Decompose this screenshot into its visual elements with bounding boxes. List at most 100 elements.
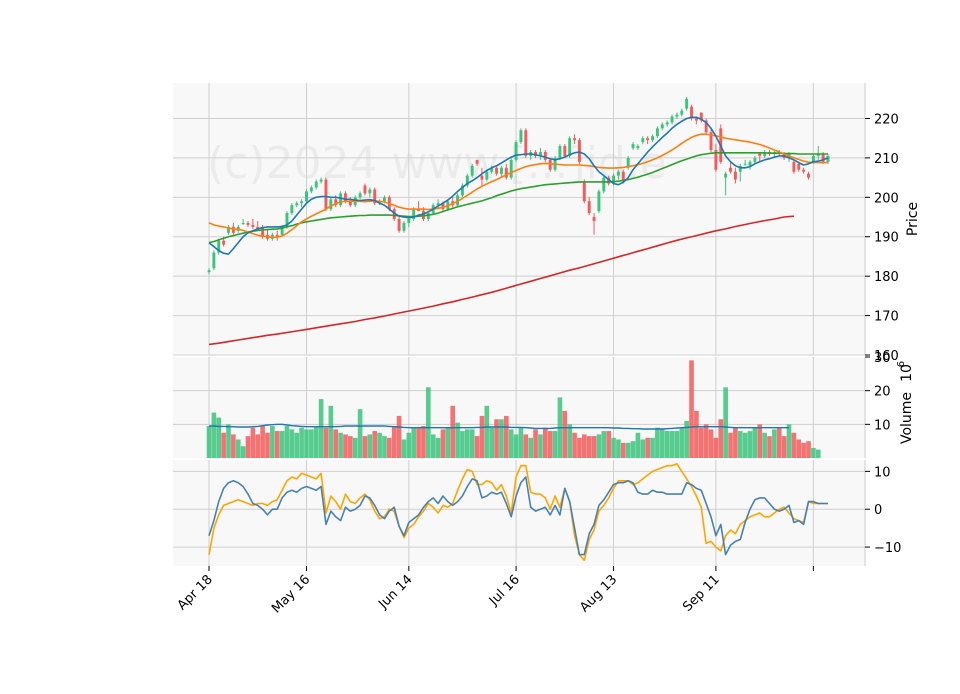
candle-body [251, 224, 255, 227]
volume-bar [772, 429, 777, 458]
volume-bar [211, 412, 217, 458]
candle-body [275, 234, 279, 237]
candle-body [699, 112, 703, 121]
candle-body [753, 157, 757, 162]
candle-body [358, 193, 362, 198]
volume-bar [469, 429, 475, 458]
x-tick-label: Jun 14 [375, 572, 415, 612]
volume-bar [235, 439, 241, 458]
candle-body [670, 116, 674, 123]
chart-marks [206, 96, 830, 562]
candle-body [490, 167, 494, 172]
candle-body [563, 146, 567, 156]
volume-bar [528, 437, 534, 458]
candle-body [621, 171, 625, 182]
candle-body [665, 122, 669, 125]
volume-bar [465, 429, 470, 458]
volume-tick-label: 30 [874, 351, 891, 366]
candle-body [758, 151, 762, 156]
candle-body [305, 191, 308, 202]
candle-body [402, 222, 406, 231]
candle-body [709, 132, 713, 151]
volume-bar [679, 427, 685, 458]
volume-bar [815, 449, 821, 458]
candle-body [509, 159, 513, 178]
candle-body [222, 240, 226, 245]
candle-body [582, 181, 586, 202]
oscillator-panel-bg [173, 460, 865, 566]
candle-body [602, 177, 606, 192]
volume-bar [713, 437, 719, 458]
volume-bar [309, 429, 314, 458]
volume-bar [752, 427, 758, 458]
volume-bar [513, 434, 519, 458]
candle-body [470, 165, 474, 176]
volume-bar [742, 432, 748, 458]
x-tick-label: Apr 18 [175, 572, 216, 613]
candle-body [612, 175, 616, 184]
volume-bar [586, 436, 592, 458]
candle-body [480, 175, 484, 180]
volume-bar [640, 439, 646, 458]
candle-body [704, 120, 708, 133]
volume-bar [387, 437, 392, 458]
volume-bar [440, 429, 446, 458]
candle-body [631, 144, 635, 149]
volume-bar [645, 437, 650, 458]
candle-body [660, 124, 664, 129]
volume-bar [684, 420, 689, 458]
candle-body [690, 106, 693, 119]
candle-body [227, 226, 230, 233]
volume-bar [260, 426, 265, 458]
volume-tick-label: 10 [874, 418, 891, 433]
candle-body [587, 201, 591, 214]
candle-body [256, 226, 260, 229]
candle-body [714, 150, 718, 170]
candle-body [568, 138, 572, 156]
volume-unit-exponent: 6 [896, 361, 907, 367]
volume-bar [206, 426, 212, 458]
volume-bar [450, 405, 456, 458]
volume-bar [625, 442, 631, 458]
candle-body [655, 128, 659, 137]
candle-body [694, 118, 698, 121]
volume-bar [723, 387, 728, 458]
volume-bar [304, 429, 309, 458]
candle-body [573, 138, 577, 141]
volume-bar [611, 437, 616, 458]
x-tick-label: Jul 16 [486, 572, 523, 609]
volume-bar [406, 432, 412, 458]
volume-bar [801, 442, 806, 458]
watermark-text: (c)2024 www.[...]id.e [207, 138, 667, 189]
volume-bar [601, 431, 607, 458]
candle-body [797, 163, 801, 170]
price-tick-label: 200 [874, 191, 899, 206]
volume-bar [221, 432, 226, 458]
volume-bar [426, 387, 431, 458]
volume-bar [294, 432, 300, 458]
volume-bar [581, 434, 587, 458]
volume-bar [508, 429, 514, 458]
ma-mid-line [208, 133, 828, 239]
volume-bar [499, 419, 504, 458]
candle-body [290, 205, 294, 214]
candle-body [519, 130, 523, 143]
candle-body [524, 130, 528, 156]
volume-bar [674, 431, 680, 458]
candle-body [738, 165, 742, 172]
volume-bar [318, 399, 324, 458]
volume-bar [377, 432, 382, 458]
volume-bar [367, 434, 373, 458]
volume-bar [240, 446, 246, 458]
price-tick-label: 170 [874, 310, 899, 325]
volume-bar [703, 424, 709, 458]
volume-bar [299, 427, 304, 458]
volume-bar [708, 429, 714, 458]
volume-bar [567, 424, 572, 458]
candle-body [538, 151, 542, 156]
candle-body [543, 151, 547, 160]
candle-body [729, 167, 732, 172]
candle-body [821, 153, 825, 162]
volume-bar [796, 439, 802, 458]
